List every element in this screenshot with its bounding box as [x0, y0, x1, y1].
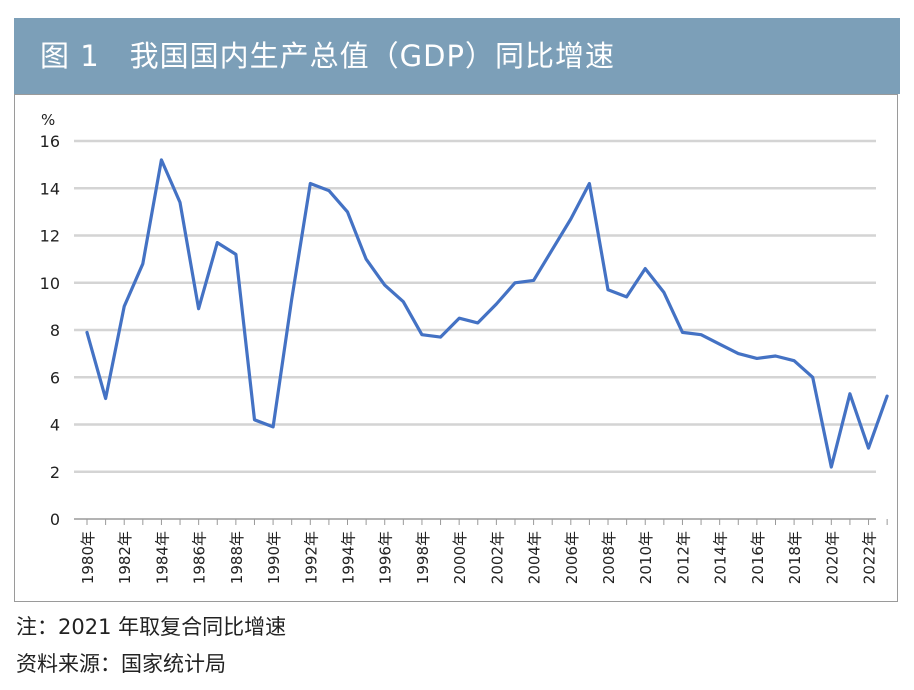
chart-note: 注：2021 年取复合同比增速: [16, 615, 287, 639]
x-tick-label: 1990年: [265, 531, 283, 584]
title-bar: 图 1 我国国内生产总值（GDP）同比增速: [14, 18, 900, 94]
x-tick-label: 1984年: [153, 531, 171, 584]
x-tick-label: 2018年: [786, 531, 804, 584]
y-tick-label: 12: [40, 227, 60, 246]
y-tick-label: 10: [40, 274, 60, 293]
chart-frame: 0 2 4 6 8 10 12 14 16% 1980年 1982年 1984年 1986年 1988年 1…: [14, 94, 898, 602]
y-tick-label: 2: [50, 463, 60, 482]
x-tick-label: 2008年: [600, 531, 618, 584]
x-tick-label: 1996年: [377, 531, 395, 584]
x-tick-label: 2002年: [488, 531, 506, 584]
y-tick-label: 8: [50, 321, 60, 340]
x-tick-label: 2014年: [712, 531, 730, 584]
y-tick-label: 4: [50, 416, 60, 435]
y-tick-label: 16: [40, 132, 60, 151]
x-tick-label: 2010年: [637, 531, 655, 584]
x-tick-label: 1980年: [79, 531, 97, 584]
x-tick-label: 1998年: [414, 531, 432, 584]
x-tick-label: 2006年: [563, 531, 581, 584]
y-axis-label: %: [41, 111, 55, 129]
x-tick-label: 1992年: [302, 531, 320, 584]
chart-source: 资料来源：国家统计局: [16, 652, 226, 676]
x-tick-label: 1982年: [116, 531, 134, 584]
chart-title: 图 1 我国国内生产总值（GDP）同比增速: [40, 39, 615, 73]
x-tick-label: 2000年: [451, 531, 469, 584]
x-tick-label: 2016年: [749, 531, 767, 584]
x-tick-label: 1994年: [340, 531, 358, 584]
x-tick-label: 2004年: [526, 531, 544, 584]
x-tick-label: 1988年: [228, 531, 246, 584]
x-tick-label: 2020年: [823, 531, 841, 584]
x-tick-label: 2012年: [674, 531, 692, 584]
y-tick-label: 6: [50, 368, 60, 387]
series-line: [85, 158, 889, 469]
x-tick-label: 1986年: [191, 531, 209, 584]
gdp-growth-line-chart: 0 2 4 6 8 10 12 14 16% 1980年 1982年 1984年 1986年 1988年 1…: [40, 111, 889, 584]
y-tick-label: 14: [40, 179, 60, 198]
y-tick-label: 0: [50, 510, 60, 529]
x-tick-label: 2022年: [861, 531, 879, 584]
